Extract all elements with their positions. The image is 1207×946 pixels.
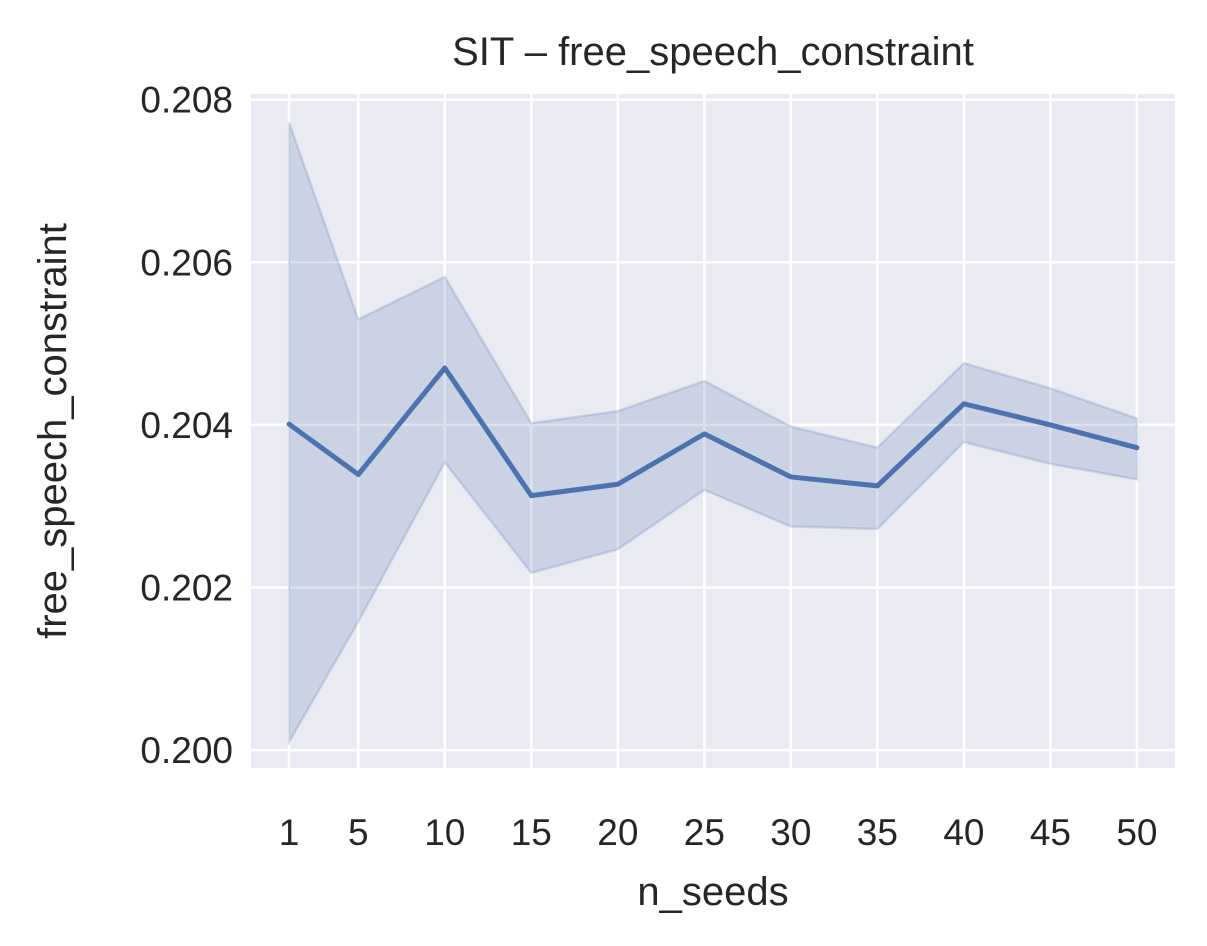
y-tick-label: 0.208 xyxy=(140,80,233,121)
x-tick-label: 20 xyxy=(597,812,638,853)
x-tick-label: 50 xyxy=(1116,812,1157,853)
x-tick-label: 10 xyxy=(424,812,465,853)
y-tick-label: 0.202 xyxy=(140,568,233,609)
confidence-band-area xyxy=(287,122,1139,747)
y-tick-label: 0.206 xyxy=(140,242,233,283)
y-axis-label: free_speech_constraint xyxy=(31,223,75,639)
y-tick-label: 0.204 xyxy=(140,405,233,446)
x-tick-label: 25 xyxy=(684,812,725,853)
confidence-band xyxy=(287,122,1139,747)
x-tick-label: 5 xyxy=(348,812,369,853)
chart-title: SIT – free_speech_constraint xyxy=(452,30,974,74)
plot-area-background xyxy=(251,94,1175,768)
x-tick-label: 45 xyxy=(1030,812,1071,853)
x-tick-label: 1 xyxy=(279,812,300,853)
y-tick-label: 0.200 xyxy=(140,730,233,771)
x-tick-labels: 1 5 10 15 20 25 30 35 40 45 50 xyxy=(279,812,1158,853)
y-tick-labels: 0.200 0.202 0.204 0.206 0.208 xyxy=(140,80,233,771)
grid-lines xyxy=(251,94,1175,768)
series-line xyxy=(286,365,1140,499)
x-tick-label: 15 xyxy=(511,812,552,853)
x-tick-label: 30 xyxy=(770,812,811,853)
x-tick-label: 35 xyxy=(857,812,898,853)
x-axis-label: n_seeds xyxy=(637,870,788,914)
x-tick-label: 40 xyxy=(943,812,984,853)
